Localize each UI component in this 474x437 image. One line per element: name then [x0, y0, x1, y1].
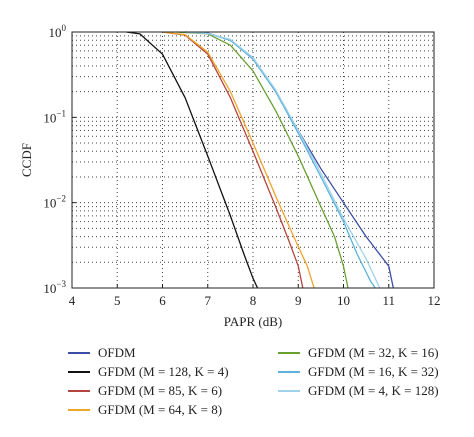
x-tick-label: 12	[428, 293, 441, 308]
legend-swatch	[68, 409, 90, 411]
x-tick-label: 5	[114, 293, 121, 308]
legend-item: GFDM (M = 128, K = 4)	[68, 364, 278, 380]
legend-label: OFDM	[98, 345, 136, 360]
legend-swatch	[68, 352, 90, 354]
legend-label: GFDM (M = 32, K = 16)	[308, 345, 439, 360]
series-line-1	[126, 31, 259, 289]
x-tick-label: 6	[159, 293, 166, 308]
legend-swatch	[278, 352, 300, 354]
x-tick-label: 4	[69, 293, 76, 308]
legend-item: GFDM (M = 64, K = 8)	[68, 402, 278, 418]
y-tick-label: 10−1	[43, 108, 66, 125]
legend-item: GFDM (M = 32, K = 16)	[278, 345, 468, 361]
legend-label: GFDM (M = 16, K = 32)	[308, 364, 439, 379]
y-tick-label: 10−3	[43, 279, 66, 296]
legend-swatch	[278, 371, 300, 373]
legend-label: GFDM (M = 64, K = 8)	[98, 402, 223, 417]
series-line-2	[162, 31, 304, 289]
series-line-4	[176, 31, 349, 289]
legend-swatch	[68, 371, 90, 373]
x-axis-ticks: 4 5 6 7 8 9 10 11 12	[69, 284, 441, 308]
x-tick-label: 7	[205, 293, 212, 308]
ccdf-chart: 4 5 6 7 8 9 10 11 12 100 10−1 10−2 10−3 PAPR (dB) C…	[19, 23, 441, 329]
legend-item: OFDM	[68, 345, 278, 361]
legend-label: GFDM (M = 85, K = 6)	[98, 383, 223, 398]
y-axis-label: CCDF	[19, 143, 34, 177]
legend: OFDM GFDM (M = 32, K = 16) GFDM (M = 128, …	[68, 345, 468, 418]
series-lines	[126, 31, 394, 289]
y-tick-label: 100	[49, 23, 67, 40]
legend-swatch	[278, 390, 300, 392]
x-tick-label: 8	[250, 293, 257, 308]
series-line-6	[185, 31, 381, 289]
series-line-3	[162, 31, 315, 289]
x-axis-label: PAPR (dB)	[224, 314, 282, 329]
series-line-5	[185, 31, 376, 289]
y-tick-label: 10−2	[43, 194, 66, 211]
legend-swatch	[68, 390, 90, 392]
legend-item: GFDM (M = 4, K = 128)	[278, 383, 468, 399]
legend-item: GFDM (M = 85, K = 6)	[68, 383, 278, 399]
x-tick-label: 10	[337, 293, 350, 308]
legend-item: GFDM (M = 16, K = 32)	[278, 364, 468, 380]
x-tick-label: 11	[382, 293, 395, 308]
x-tick-label: 9	[295, 293, 302, 308]
y-axis-ticks: 100 10−1 10−2 10−3	[43, 23, 76, 296]
legend-label: GFDM (M = 128, K = 4)	[98, 364, 229, 379]
legend-label: GFDM (M = 4, K = 128)	[308, 383, 439, 398]
